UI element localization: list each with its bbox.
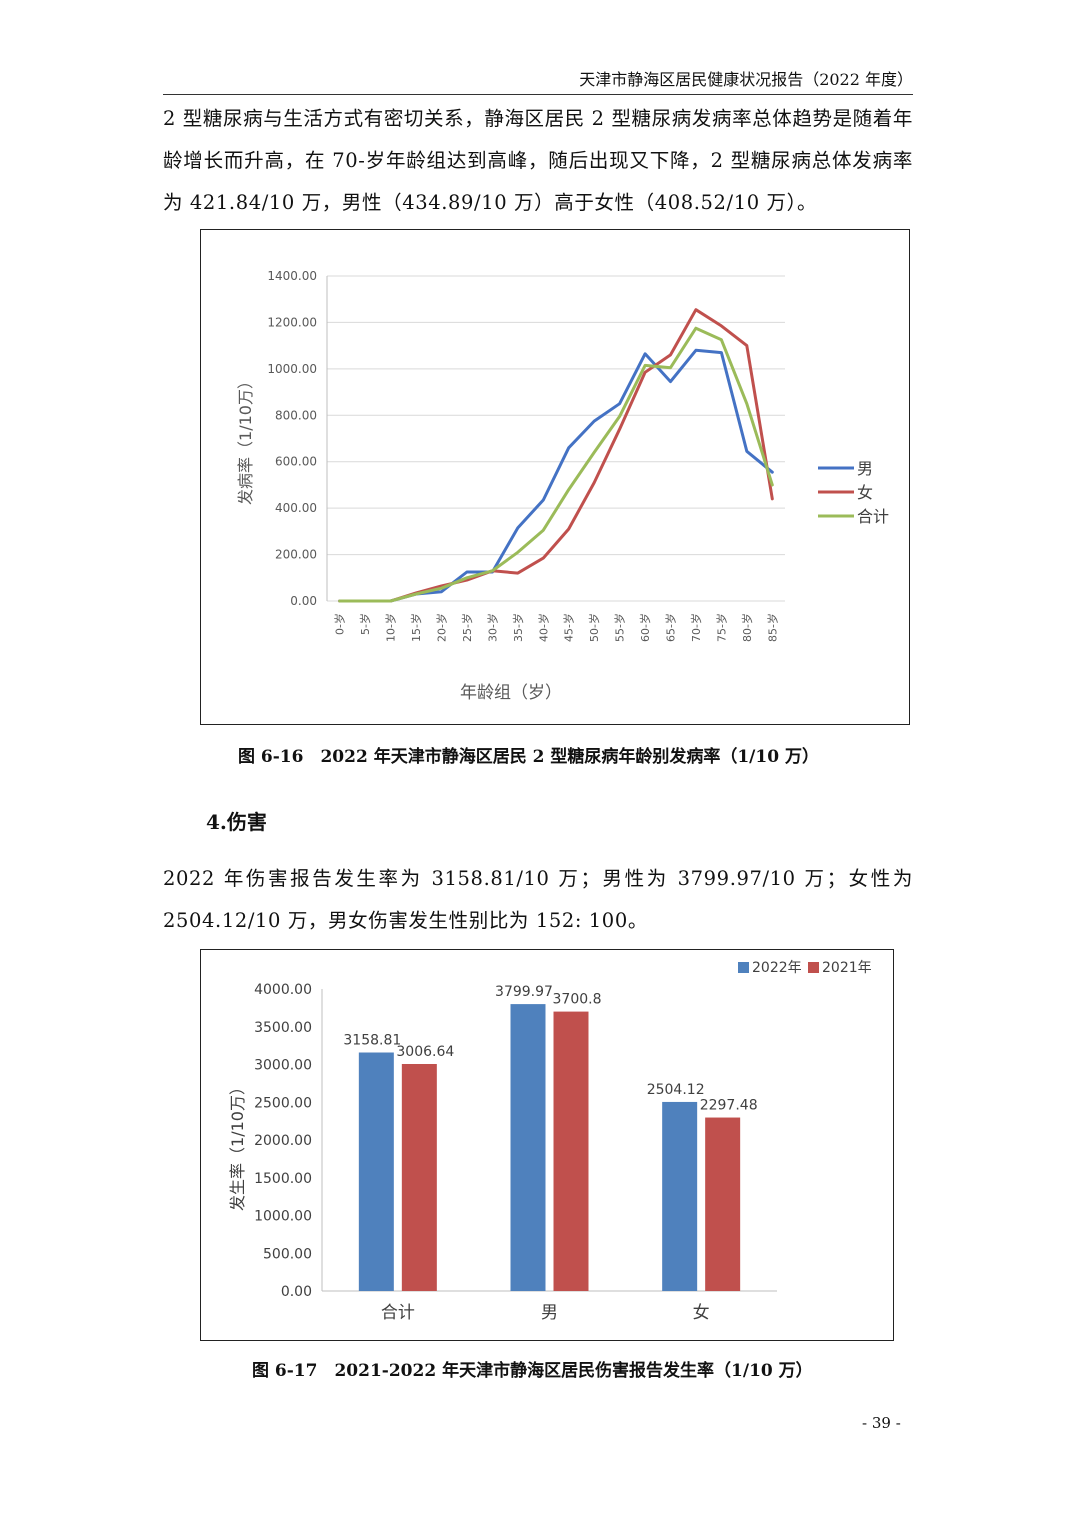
x-tick-label: 85-岁: [765, 613, 779, 642]
data-label: 3006.64: [396, 1044, 454, 1060]
page-number: - 39 -: [862, 1414, 901, 1432]
bar-2022: [510, 1004, 546, 1291]
bar-2021: [553, 1011, 589, 1291]
data-label: 3700.8: [553, 992, 602, 1008]
bar-2022: [358, 1052, 394, 1291]
y-tick-label: 500.00: [263, 1246, 312, 1262]
legend-label: 2022年: [752, 960, 802, 976]
x-tick-label: 0-岁: [333, 613, 347, 635]
x-tick-label: 60-岁: [638, 613, 652, 642]
x-tick-label: 合计: [381, 1303, 415, 1323]
x-tick-label: 女: [693, 1303, 710, 1323]
data-label: 2504.12: [647, 1082, 705, 1098]
x-tick-label: 30-岁: [485, 613, 499, 642]
injury-bar-chart-svg: 0.00 500.00 1000.00 1500.00 2000.00 2500.00 30…: [228, 960, 872, 1323]
x-tick-label: 男: [541, 1303, 558, 1323]
legend-label: 合计: [857, 507, 889, 526]
x-tick-label: 45-岁: [562, 613, 576, 642]
paragraph-diabetes: 2 型糖尿病与生活方式有密切关系，静海区居民 2 型糖尿病发病率总体趋势是随着年…: [163, 107, 913, 214]
x-tick-label: 80-岁: [740, 613, 754, 642]
paragraph-injury: 2022 年伤害报告发生率为 3158.81/10 万；男性为 3799.97/…: [163, 867, 913, 932]
x-tick-label: 75-岁: [714, 613, 728, 642]
x-tick-label: 65-岁: [664, 613, 678, 642]
data-label: 2297.48: [700, 1098, 758, 1114]
series-line-1: [338, 308, 774, 603]
y-tick-label: 1400.00: [267, 269, 317, 283]
legend-swatch: [808, 962, 819, 973]
x-tick-label: 50-岁: [587, 613, 601, 642]
x-tick-label: 5-岁: [358, 613, 372, 635]
running-header: 天津市静海区居民健康状况报告（2022 年度）: [579, 70, 913, 89]
y-tick-label: 0.00: [290, 594, 317, 608]
header-divider: [163, 94, 913, 95]
bar-2021: [705, 1117, 741, 1291]
y-tick-label: 3500.00: [254, 1020, 312, 1036]
y-tick-label: 1200.00: [267, 315, 317, 329]
x-tick-label: 20-岁: [435, 613, 449, 642]
injury-bar-chart: 0.00 500.00 1000.00 1500.00 2000.00 2500.00 30…: [200, 949, 894, 1341]
y-tick-label: 1000.00: [267, 362, 317, 376]
y-axis-title: 发病率（1/10万）: [236, 373, 255, 505]
x-tick-label: 10-岁: [384, 613, 398, 642]
x-tick-label: 55-岁: [613, 613, 627, 642]
section-heading-injury: 4.伤害: [206, 810, 267, 834]
data-label: 3799.97: [495, 984, 553, 1000]
x-tick-label: 15-岁: [409, 613, 423, 642]
y-axis-title: 发生率（1/10万）: [228, 1079, 247, 1211]
y-tick-label: 3000.00: [254, 1058, 312, 1074]
y-tick-label: 4000.00: [254, 982, 312, 998]
x-axis-title: 年龄组（岁）: [460, 683, 562, 703]
y-tick-label: 2000.00: [254, 1133, 312, 1149]
data-label: 3158.81: [343, 1033, 401, 1049]
y-tick-label: 2500.00: [254, 1095, 312, 1111]
diabetes-line-chart-svg: 0.00 200.00 400.00 600.00 800.00 1000.00 1200.…: [236, 269, 889, 703]
y-tick-label: 400.00: [275, 501, 317, 515]
bar-2022: [662, 1101, 698, 1291]
x-tick-label: 35-岁: [511, 613, 525, 642]
y-tick-label: 0.00: [281, 1284, 312, 1300]
legend-label: 男: [857, 459, 873, 478]
y-tick-label: 1000.00: [254, 1209, 312, 1225]
figure-caption-6-16: 图 6-16 2022 年天津市静海区居民 2 型糖尿病年龄别发病率（1/10 …: [238, 747, 819, 767]
y-tick-label: 800.00: [275, 408, 317, 422]
series-line-2: [338, 326, 774, 603]
figure-caption-6-17: 图 6-17 2021-2022 年天津市静海区居民伤害报告发生率（1/10 万…: [252, 1361, 813, 1381]
legend-label: 2021年: [822, 960, 872, 976]
series-line-0: [338, 348, 774, 603]
bar-2021: [401, 1063, 437, 1291]
x-tick-label: 40-岁: [536, 613, 550, 642]
legend-swatch: [738, 962, 749, 973]
x-tick-label: 25-岁: [460, 613, 474, 642]
x-tick-label: 70-岁: [689, 613, 703, 642]
y-tick-label: 1500.00: [254, 1171, 312, 1187]
y-tick-label: 200.00: [275, 548, 317, 562]
y-tick-label: 600.00: [275, 455, 317, 469]
diabetes-line-chart: 0.00 200.00 400.00 600.00 800.00 1000.00 1200.…: [200, 229, 910, 725]
legend-label: 女: [857, 483, 873, 502]
